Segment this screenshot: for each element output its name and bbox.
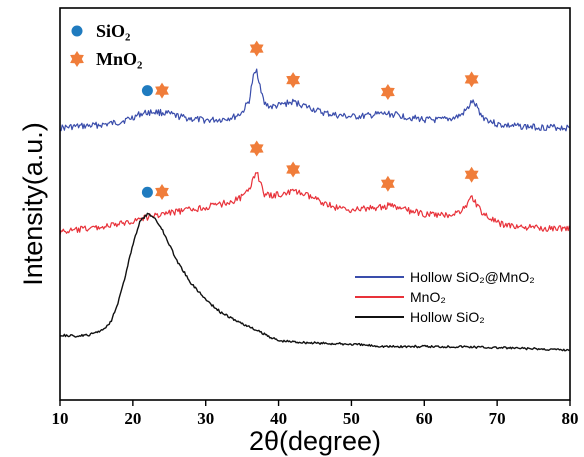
- x-tick-label: 50: [343, 409, 360, 428]
- mno2-peak-marker: [286, 72, 301, 89]
- marker-key-star-icon: [70, 51, 84, 67]
- legend-label: MnO₂: [410, 289, 446, 305]
- legend: Hollow SiO₂@MnO₂ MnO₂ Hollow SiO₂: [355, 269, 535, 325]
- mno2-peak-marker: [155, 82, 169, 99]
- x-tick-label: 20: [124, 409, 141, 428]
- mno2-peak-marker: [380, 175, 395, 192]
- sio2-peak-marker: [141, 85, 153, 97]
- x-tick-label: 40: [270, 409, 287, 428]
- mno2-peak-marker: [464, 71, 479, 88]
- mno2-peak-marker: [380, 84, 395, 100]
- peak-markers: [141, 40, 479, 200]
- mno2-peak-marker: [464, 166, 479, 183]
- x-tick-label: 70: [489, 409, 506, 428]
- marker-key-label: SiO₂: [96, 21, 130, 41]
- series-layer: [59, 68, 570, 352]
- x-axis-title: 2θ(degree): [249, 426, 381, 456]
- series-line-2: [59, 171, 570, 235]
- legend-label: Hollow SiO₂@MnO₂: [410, 269, 535, 285]
- series-line-1: [59, 68, 570, 132]
- mno2-peak-marker: [249, 40, 264, 57]
- plot-frame: [59, 7, 571, 401]
- mno2-peak-marker: [286, 161, 301, 178]
- marker-key: SiO₂ MnO₂: [70, 21, 142, 69]
- sio2-peak-marker: [141, 186, 153, 198]
- series-line-3: [59, 212, 570, 352]
- mno2-peak-marker: [249, 140, 264, 157]
- marker-key-circle-icon: [71, 25, 83, 37]
- x-tick-label: 10: [52, 409, 69, 428]
- x-tick-label: 60: [416, 409, 433, 428]
- x-tick-label: 80: [562, 409, 579, 428]
- mno2-peak-marker: [155, 184, 169, 200]
- x-tick-label: 30: [197, 409, 214, 428]
- x-axis: 10 20 30 40 50 60 70 80: [52, 400, 579, 428]
- y-axis-title: Intensity(a.u.): [18, 122, 48, 286]
- marker-key-label: MnO₂: [96, 49, 142, 69]
- legend-label: Hollow SiO₂: [410, 309, 485, 325]
